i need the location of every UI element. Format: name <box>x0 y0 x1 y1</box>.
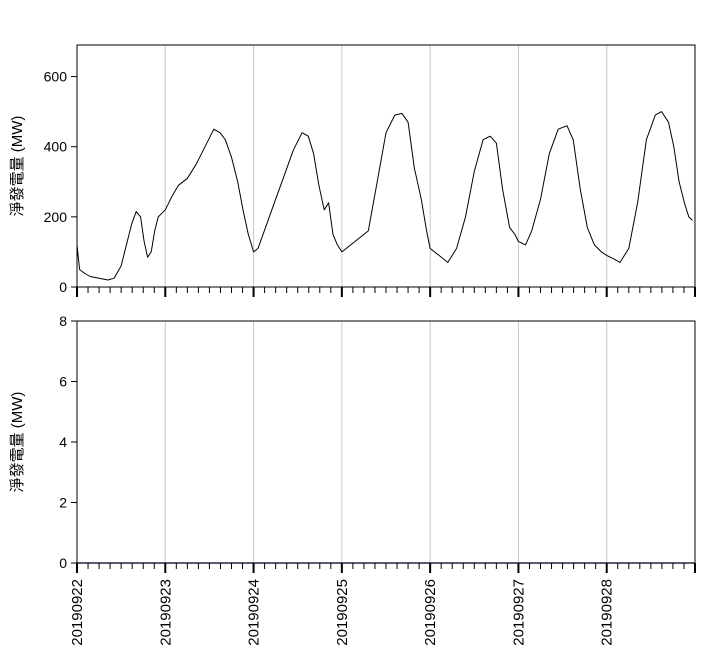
y-tick-label: 2 <box>59 495 67 511</box>
plot-frame <box>76 320 696 564</box>
x-tick-label: 20190926 <box>422 579 439 646</box>
y-tick-label: 600 <box>44 69 68 85</box>
y-tick-label: 8 <box>59 313 67 329</box>
x-tick-label: 20190925 <box>334 579 351 646</box>
chart-panel-1: 0 200 400 600 淨發電量 (MW) <box>9 44 696 297</box>
x-tick-label: 20190923 <box>157 579 174 646</box>
x-tick-label: 20190922 <box>69 579 86 646</box>
x-tick-label: 20190927 <box>510 579 527 646</box>
chart-panel-2: 0 2 4 6 8 淨發電量 (MW) 20190922 20190923 20190924 20… <box>9 313 696 646</box>
y-axis-label: 淨發電量 (MW) <box>9 392 26 493</box>
series-line <box>76 111 693 281</box>
plot-frame <box>76 44 696 288</box>
y-tick-label: 6 <box>59 374 67 390</box>
y-tick-label: 200 <box>44 209 68 225</box>
y-axis-label: 淨發電量 (MW) <box>9 116 26 217</box>
x-tick-label: 20190924 <box>246 579 263 646</box>
y-tick-label: 0 <box>59 279 67 295</box>
x-tick-label: 20190928 <box>599 579 616 646</box>
y-tick-label: 400 <box>44 139 68 155</box>
y-tick-label: 0 <box>59 555 67 571</box>
y-tick-label: 4 <box>59 434 67 450</box>
